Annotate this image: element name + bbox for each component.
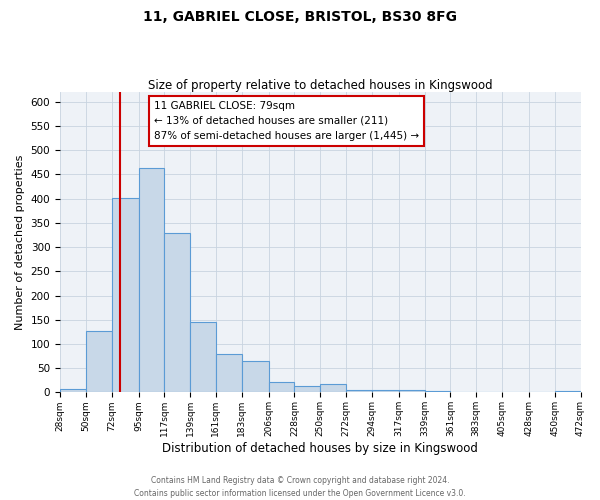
Bar bbox=[295, 386, 320, 392]
Text: Contains HM Land Registry data © Crown copyright and database right 2024.
Contai: Contains HM Land Registry data © Crown c… bbox=[134, 476, 466, 498]
Bar bbox=[242, 361, 269, 392]
Bar bbox=[372, 390, 399, 392]
Y-axis label: Number of detached properties: Number of detached properties bbox=[15, 154, 25, 330]
Bar bbox=[399, 390, 425, 392]
Bar bbox=[139, 168, 164, 392]
Bar bbox=[86, 331, 112, 392]
X-axis label: Distribution of detached houses by size in Kingswood: Distribution of detached houses by size … bbox=[163, 442, 478, 455]
Text: 11, GABRIEL CLOSE, BRISTOL, BS30 8FG: 11, GABRIEL CLOSE, BRISTOL, BS30 8FG bbox=[143, 10, 457, 24]
Bar bbox=[60, 388, 86, 392]
Bar bbox=[216, 354, 242, 393]
Text: 11 GABRIEL CLOSE: 79sqm
← 13% of detached houses are smaller (211)
87% of semi-d: 11 GABRIEL CLOSE: 79sqm ← 13% of detache… bbox=[154, 101, 419, 140]
Bar bbox=[164, 232, 190, 392]
Bar bbox=[112, 198, 139, 392]
Bar bbox=[269, 382, 295, 392]
Bar bbox=[346, 390, 372, 392]
Bar bbox=[555, 391, 580, 392]
Bar bbox=[190, 322, 216, 392]
Bar bbox=[425, 391, 451, 392]
Title: Size of property relative to detached houses in Kingswood: Size of property relative to detached ho… bbox=[148, 79, 493, 92]
Bar bbox=[320, 384, 346, 392]
